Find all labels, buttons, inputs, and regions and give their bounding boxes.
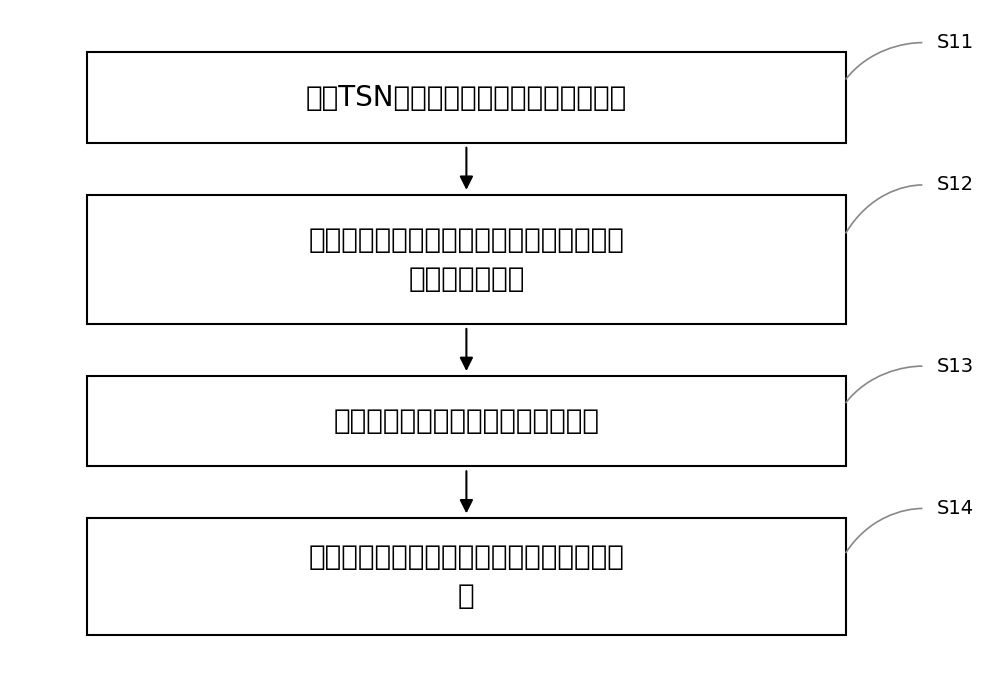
Text: 确定TSN调度及流量整形机制的组成部分: 确定TSN调度及流量整形机制的组成部分 [306,84,627,112]
Text: 对精化模型进行形式化分析以及时间性能分
析: 对精化模型进行形式化分析以及时间性能分 析 [308,543,624,610]
Bar [87,376,846,466]
Text: 根据抽象模型，确定模型的精化方案: 根据抽象模型，确定模型的精化方案 [333,407,599,435]
Text: S14: S14 [937,499,974,518]
Bar [87,518,846,635]
Bar [87,195,846,324]
Text: S12: S12 [937,175,974,194]
Text: S11: S11 [937,33,974,52]
Text: S13: S13 [937,357,974,375]
Text: 根据确定的各组成部分，抽象出简单的调度
及流量整形模型: 根据确定的各组成部分，抽象出简单的调度 及流量整形模型 [308,226,624,293]
Bar [87,53,846,143]
